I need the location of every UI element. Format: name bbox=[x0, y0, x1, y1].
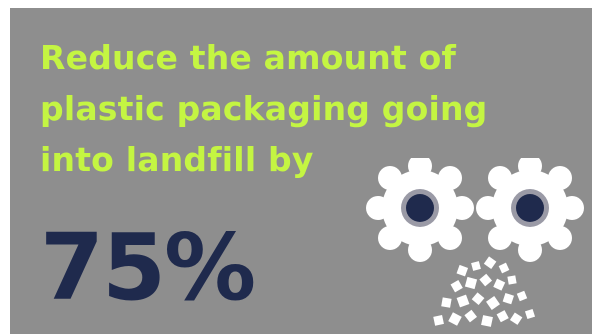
plastic-flakes-icon bbox=[433, 256, 536, 327]
headline-line-2: plastic packaging going bbox=[40, 89, 488, 128]
shredder-gears-icon bbox=[366, 158, 584, 327]
headline-line-1: Reduce the amount of bbox=[40, 38, 457, 77]
headline: Reduce the amount of plastic packaging g… bbox=[40, 32, 488, 185]
headline-line-3: into landfill by bbox=[40, 140, 314, 179]
infographic-panel: Reduce the amount of plastic packaging g… bbox=[10, 8, 592, 334]
gear-left-icon bbox=[366, 158, 474, 262]
gear-right-icon bbox=[476, 158, 584, 262]
stat-value: 75% bbox=[40, 214, 256, 321]
